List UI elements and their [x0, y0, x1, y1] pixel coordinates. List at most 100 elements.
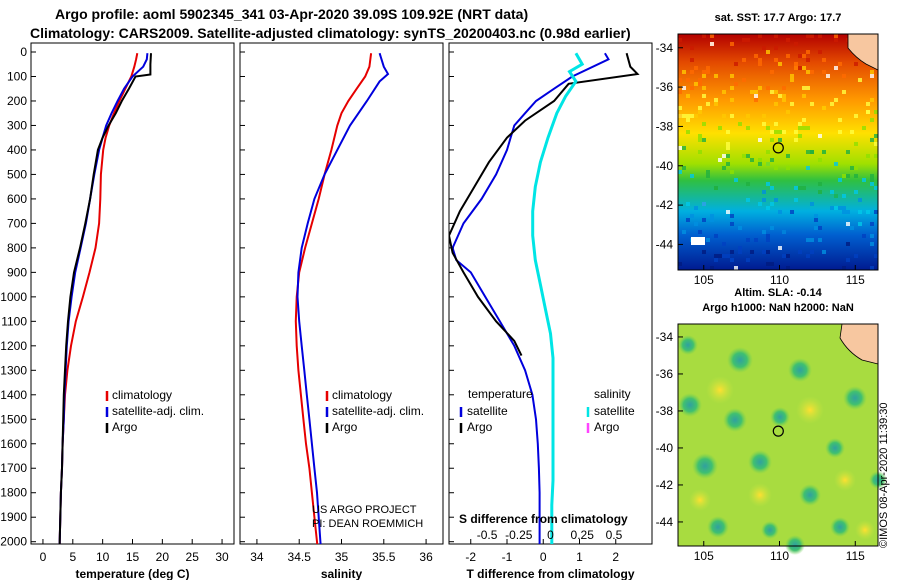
y-tick-label: 600: [7, 192, 27, 206]
x-tick-label: 1: [576, 550, 583, 564]
s-difference-label: S difference from climatology: [459, 512, 628, 526]
y-tick-label: 1100: [1, 314, 27, 328]
map-lat-label: -34: [656, 330, 674, 344]
y-tick-label: 100: [7, 69, 27, 83]
y-tick-label: 1700: [0, 461, 27, 475]
map-lon-label: 110: [770, 273, 789, 287]
x-tick-label: 36: [419, 550, 433, 564]
series-line-satellite-salinity-: [531, 52, 585, 544]
x-tick-label: -1: [502, 550, 513, 564]
x-tick-label: 15: [126, 550, 140, 564]
legend-label: climatology: [112, 388, 172, 402]
map-lon-label: 115: [846, 273, 865, 287]
x-tick-label: 34.5: [288, 550, 312, 564]
legend-label: satellite-adj. clim.: [112, 404, 204, 418]
map-lat-label: -38: [656, 404, 674, 418]
x-tick-label: 34: [250, 550, 264, 564]
y-tick-label: 800: [7, 241, 27, 255]
sla-map-title-2: Argo h1000: NaN h2000: NaN: [702, 302, 854, 314]
panel-difference-frame: [448, 42, 653, 545]
legend-title-salinity: salinity: [594, 387, 631, 401]
s-tick-label: 0.5: [606, 528, 623, 542]
y-tick-label: 1600: [0, 437, 27, 451]
figure-title-line1: Argo profile: aoml 5902345_341 03-Apr-20…: [55, 6, 529, 22]
map-lat-label: -40: [656, 159, 674, 173]
y-tick-label: 1300: [0, 363, 27, 377]
map-lat-label: -42: [656, 198, 674, 212]
y-tick-label: 500: [7, 167, 27, 181]
legend-label: Argo: [594, 420, 620, 434]
map-lat-label: -34: [656, 41, 674, 55]
sst-map-field: [678, 34, 878, 270]
x-tick-label: 0: [40, 550, 47, 564]
series-line-satellite-adj-clim-: [58, 53, 149, 544]
x-axis-label: salinity: [321, 567, 363, 580]
map-lon-label: 105: [694, 273, 714, 287]
legend-label: Argo: [467, 420, 493, 434]
series-line-climatology: [294, 53, 373, 544]
map-lon-label: 110: [770, 549, 789, 563]
y-tick-label: 1500: [0, 412, 27, 426]
y-tick-label: 2000: [0, 535, 27, 549]
imos-timestamp: ©IMOS 08-Apr-2020 11:39:30: [878, 402, 890, 548]
map-lat-label: -38: [656, 119, 674, 133]
map-lat-label: -36: [656, 80, 674, 94]
legend-label: climatology: [332, 388, 392, 402]
map-lat-label: -44: [656, 515, 674, 529]
legend-label: satellite: [594, 404, 635, 418]
x-tick-label: 35: [335, 550, 349, 564]
s-tick-label: -0.25: [505, 528, 533, 542]
sla-map: [677, 323, 887, 555]
sst-map-land: [847, 33, 879, 71]
series-line-satellite-temperature-: [451, 52, 610, 544]
y-tick-label: 400: [7, 143, 27, 157]
x-tick-label: -2: [465, 550, 476, 564]
map-lon-label: 105: [694, 549, 714, 563]
pi-note: PI: DEAN ROEMMICH: [312, 518, 423, 530]
sla-map-title-1: Altim. SLA: -0.14: [734, 287, 822, 299]
float-position-marker: [772, 142, 784, 154]
y-tick-label: 300: [7, 118, 27, 132]
map-lat-label: -40: [656, 441, 674, 455]
y-tick-label: 1200: [0, 339, 27, 353]
y-tick-label: 1900: [0, 510, 27, 524]
x-tick-label: 5: [69, 550, 76, 564]
series-line-argo: [58, 53, 152, 544]
y-tick-label: 200: [7, 94, 27, 108]
project-note: US ARGO PROJECT: [312, 504, 417, 516]
legend-label: satellite: [467, 404, 508, 418]
float-position-marker: [772, 425, 784, 437]
y-tick-label: 1400: [0, 388, 27, 402]
figure-title-line2: Climatology: CARS2009. Satellite-adjuste…: [30, 25, 631, 41]
legend-label: satellite-adj. clim.: [332, 404, 424, 418]
y-tick-label: 1800: [0, 486, 27, 500]
sla-map-field: [678, 324, 878, 546]
x-tick-label: 35.5: [372, 550, 396, 564]
sla-map-frame: [677, 323, 879, 547]
sst-missing-patch: [691, 237, 705, 245]
map-lon-label: 115: [846, 549, 865, 563]
x-tick-label: 20: [156, 550, 170, 564]
y-tick-label: 1000: [0, 290, 27, 304]
x-tick-label: 30: [215, 550, 229, 564]
sla-map-land: [839, 323, 879, 365]
x-tick-label: 10: [96, 550, 110, 564]
legend-title-temperature: temperature: [468, 387, 533, 401]
y-tick-label: 700: [7, 216, 27, 230]
legend-label: Argo: [112, 420, 138, 434]
x-tick-label: 0: [540, 550, 547, 564]
s-tick-label: -0.5: [477, 528, 498, 542]
sst-map: [677, 33, 879, 271]
x-tick-label: 25: [186, 550, 200, 564]
sst-map-frame: [677, 33, 879, 271]
y-tick-label: 0: [20, 45, 27, 59]
legend-label: Argo: [332, 420, 358, 434]
map-lat-label: -42: [656, 478, 674, 492]
y-tick-label: 900: [7, 265, 27, 279]
s-tick-label: 0.25: [571, 528, 595, 542]
x-axis-label: T difference from climatology: [466, 567, 634, 580]
map-lat-label: -44: [656, 237, 674, 251]
series-line-argo-temperature-: [449, 52, 640, 357]
s-tick-label: 0: [547, 528, 554, 542]
